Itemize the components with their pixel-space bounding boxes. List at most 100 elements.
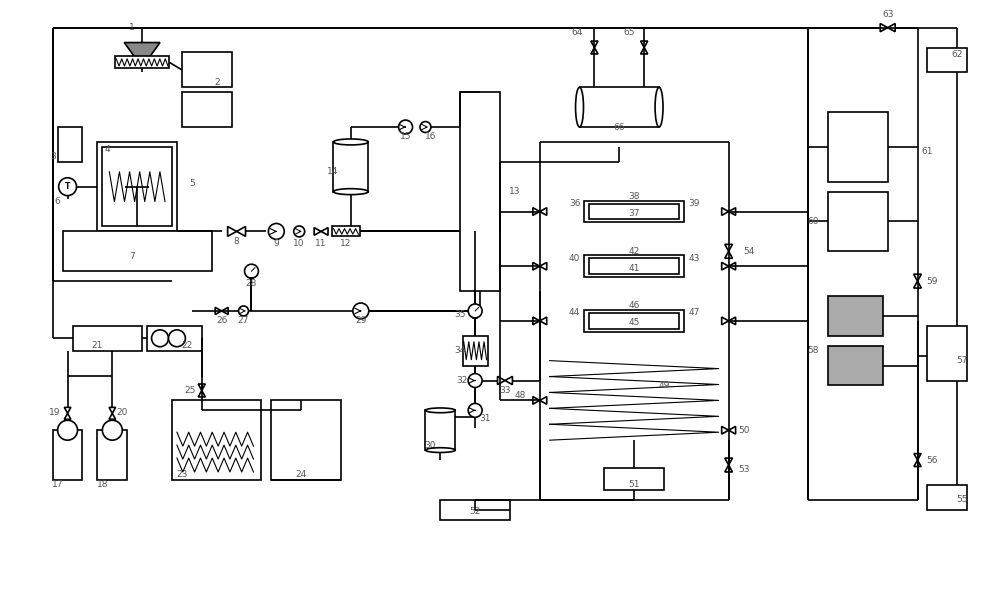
Text: 8: 8 [234, 237, 239, 246]
Bar [63, 231, 212, 271]
Text: 45: 45 [629, 318, 640, 327]
Bar [927, 326, 967, 380]
Text: 62: 62 [952, 50, 963, 59]
Text: 12: 12 [340, 239, 352, 248]
Bar [440, 500, 510, 520]
Circle shape [468, 374, 482, 388]
Circle shape [468, 403, 482, 417]
Text: 18: 18 [97, 480, 108, 489]
Text: 27: 27 [238, 317, 249, 326]
Text: 15: 15 [400, 132, 411, 141]
Bar [589, 313, 679, 329]
Text: 33: 33 [499, 386, 511, 395]
Text: 37: 37 [628, 209, 640, 218]
Ellipse shape [425, 448, 455, 453]
Circle shape [58, 420, 78, 440]
Bar [828, 191, 888, 251]
Text: 66: 66 [614, 123, 625, 132]
Bar [463, 336, 488, 365]
Text: 51: 51 [628, 480, 640, 489]
Text: 55: 55 [956, 495, 968, 504]
Text: 44: 44 [569, 308, 580, 317]
Text: 22: 22 [181, 341, 192, 350]
Bar [333, 142, 368, 191]
Text: 5: 5 [189, 179, 195, 188]
Bar [115, 57, 169, 69]
Bar [271, 400, 341, 480]
Bar [182, 92, 232, 127]
Text: 64: 64 [572, 28, 583, 37]
Text: 53: 53 [738, 465, 749, 474]
Text: 49: 49 [658, 381, 670, 390]
Circle shape [239, 306, 248, 316]
Text: 29: 29 [355, 317, 367, 326]
Text: 43: 43 [688, 254, 700, 262]
Text: 9: 9 [273, 239, 279, 248]
Ellipse shape [576, 87, 584, 127]
Text: 42: 42 [629, 247, 640, 256]
Bar [332, 226, 360, 237]
Text: 38: 38 [628, 192, 640, 201]
Text: 31: 31 [479, 414, 491, 423]
Circle shape [420, 122, 431, 132]
Text: 36: 36 [569, 199, 580, 208]
Bar [828, 112, 888, 182]
Text: 39: 39 [688, 199, 700, 208]
Text: 17: 17 [52, 480, 63, 489]
Text: 23: 23 [176, 470, 188, 479]
Bar [584, 310, 684, 332]
Circle shape [59, 178, 77, 196]
Text: 24: 24 [296, 470, 307, 479]
Text: 16: 16 [425, 132, 436, 141]
Bar [58, 127, 82, 162]
Text: 26: 26 [216, 317, 227, 326]
Text: 34: 34 [455, 346, 466, 355]
Text: 35: 35 [454, 311, 466, 320]
Bar [580, 87, 659, 127]
Bar [53, 430, 82, 480]
Text: 50: 50 [738, 426, 749, 435]
Text: T: T [65, 182, 70, 191]
Text: 46: 46 [629, 302, 640, 311]
Text: 40: 40 [569, 254, 580, 262]
Bar [102, 147, 172, 226]
Circle shape [268, 223, 284, 240]
Bar [927, 48, 967, 72]
Text: 1: 1 [129, 23, 135, 32]
Text: 20: 20 [117, 408, 128, 417]
Bar [584, 200, 684, 223]
Text: 65: 65 [623, 28, 635, 37]
Ellipse shape [425, 408, 455, 413]
Text: 57: 57 [956, 356, 968, 365]
Text: 58: 58 [807, 346, 819, 355]
Bar [828, 346, 883, 385]
Text: 41: 41 [629, 264, 640, 273]
Bar [182, 52, 232, 87]
Text: 10: 10 [293, 239, 305, 248]
Text: 7: 7 [129, 252, 135, 261]
Circle shape [294, 226, 305, 237]
Text: 19: 19 [49, 408, 60, 417]
Bar [604, 468, 664, 490]
Circle shape [102, 420, 122, 440]
Polygon shape [124, 43, 160, 60]
Circle shape [468, 304, 482, 318]
Circle shape [168, 330, 185, 347]
Text: 3: 3 [50, 152, 56, 161]
Bar [460, 92, 500, 291]
Text: 32: 32 [457, 376, 468, 385]
Bar [584, 255, 684, 277]
Text: 63: 63 [882, 10, 893, 19]
Text: 47: 47 [688, 308, 700, 317]
Text: 21: 21 [92, 341, 103, 350]
Text: 30: 30 [425, 441, 436, 450]
Text: 59: 59 [927, 276, 938, 285]
Ellipse shape [655, 87, 663, 127]
Text: 13: 13 [509, 187, 521, 196]
Ellipse shape [333, 188, 368, 194]
Ellipse shape [333, 139, 368, 145]
Bar [589, 203, 679, 220]
Bar [425, 411, 455, 450]
Text: 14: 14 [327, 167, 339, 176]
Bar [828, 296, 883, 336]
